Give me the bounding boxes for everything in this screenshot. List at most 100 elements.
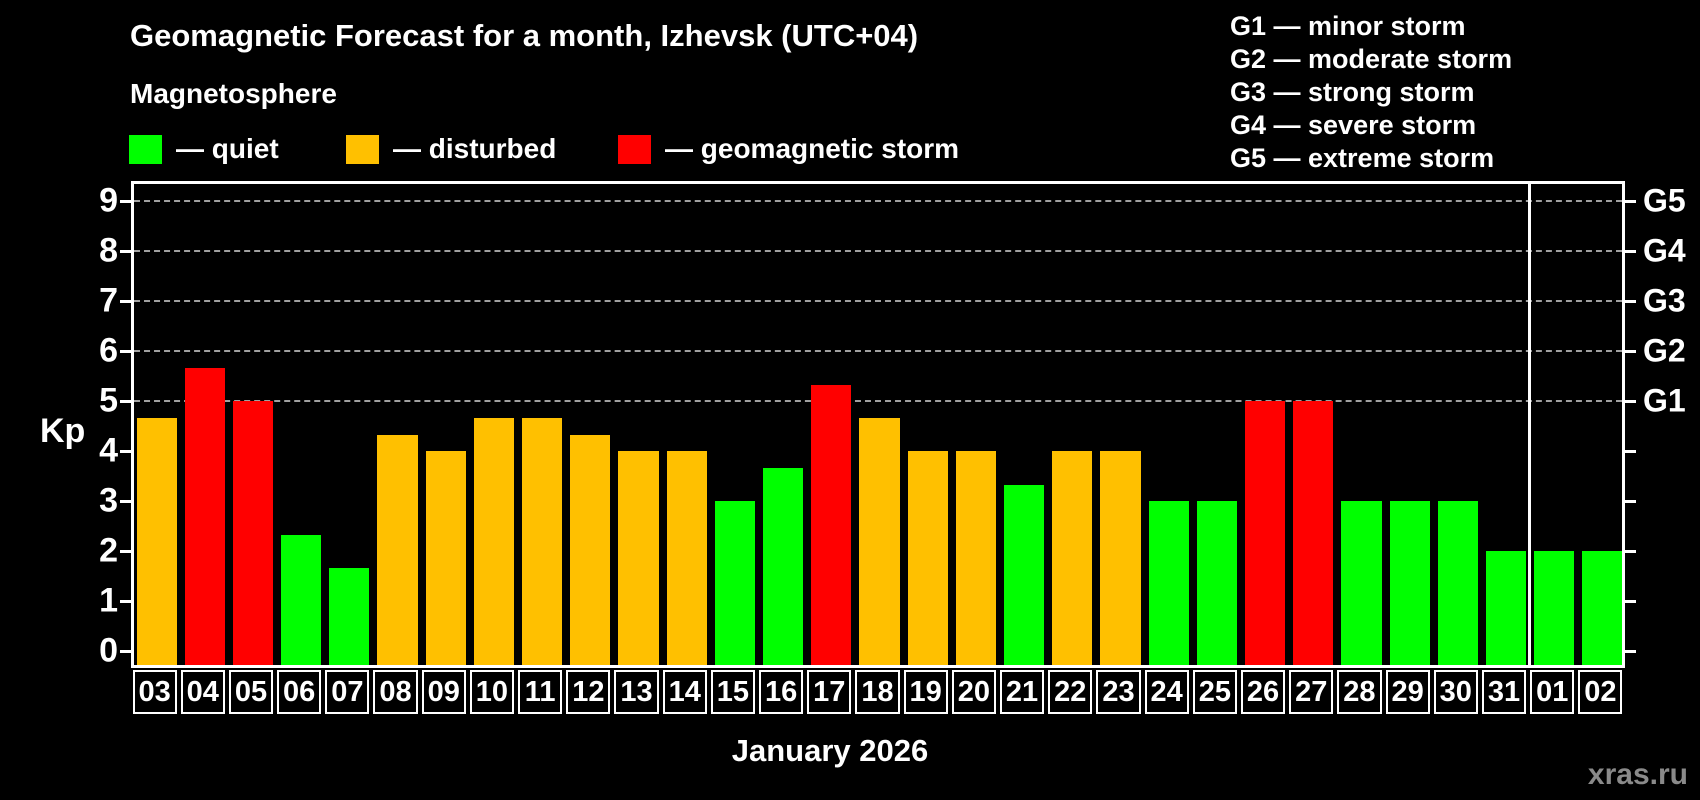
day-label-14: 14 — [662, 670, 707, 714]
legend-item-storm: — geomagnetic storm — [618, 133, 959, 165]
tick-right-kp-2 — [1625, 550, 1636, 553]
tick-right-kp-1 — [1625, 600, 1636, 603]
day-label-27: 27 — [1289, 670, 1334, 714]
watermark: xras.ru — [1587, 758, 1688, 791]
day-label-08: 08 — [373, 670, 418, 714]
bar-day-26 — [1244, 401, 1286, 665]
day-label-19: 19 — [903, 670, 948, 714]
tick-right-kp-6 — [1625, 350, 1636, 353]
tick-left-kp-3 — [120, 500, 131, 503]
tick-left-kp-9 — [120, 200, 131, 203]
right-axis-label-g4: G4 — [1643, 232, 1686, 269]
day-label-11: 11 — [518, 670, 563, 714]
tick-left-kp-1 — [120, 600, 131, 603]
right-axis-label-g2: G2 — [1643, 332, 1686, 369]
right-axis-label-g3: G3 — [1643, 282, 1686, 319]
bar-day-27 — [1293, 401, 1334, 665]
day-label-06: 06 — [277, 670, 322, 714]
bar-day-24 — [1148, 501, 1189, 665]
y-axis-label-4: 4 — [99, 431, 118, 470]
gridline-kp-6 — [134, 350, 1622, 352]
bar-day-04 — [184, 367, 225, 665]
day-label-18: 18 — [855, 670, 900, 714]
legend-item-disturbed: — disturbed — [346, 133, 556, 165]
day-label-22: 22 — [1048, 670, 1093, 714]
month-boundary-line — [1527, 184, 1531, 665]
bar-day-29 — [1389, 501, 1430, 665]
tick-right-kp-9 — [1625, 200, 1636, 203]
gridline-kp-7 — [134, 300, 1622, 302]
bar-day-25 — [1196, 501, 1237, 665]
chart-title: Geomagnetic Forecast for a month, Izhevs… — [130, 18, 919, 53]
day-label-03: 03 — [132, 670, 177, 714]
plot-area — [120, 181, 1636, 668]
right-axis-label-g5: G5 — [1643, 182, 1686, 219]
y-axis-label-5: 5 — [99, 381, 118, 420]
day-label-02: 02 — [1578, 670, 1623, 714]
y-axis-title: Kp — [40, 412, 86, 450]
g-scale-legend-line-3: G3 — strong storm — [1230, 77, 1475, 107]
day-label-31: 31 — [1481, 670, 1527, 714]
chart-subtitle: Magnetosphere — [130, 78, 337, 109]
bar-day-10 — [473, 417, 515, 665]
day-label-17: 17 — [807, 670, 852, 714]
day-label-05: 05 — [228, 670, 274, 714]
day-label-30: 30 — [1433, 670, 1478, 714]
bar-day-11 — [522, 417, 563, 665]
day-label-28: 28 — [1337, 670, 1382, 714]
y-axis-label-0: 0 — [99, 631, 118, 670]
y-axis-label-3: 3 — [99, 481, 118, 520]
right-axis-label-g1: G1 — [1643, 382, 1686, 419]
bar-day-01 — [1534, 551, 1575, 665]
day-label-10: 10 — [469, 670, 515, 714]
y-axis-label-7: 7 — [99, 281, 118, 320]
legend-label-quiet: — quiet — [176, 133, 279, 164]
day-label-12: 12 — [566, 670, 611, 714]
bar-day-15 — [714, 501, 755, 665]
bar-day-22 — [1052, 451, 1093, 665]
day-label-21: 21 — [999, 670, 1045, 714]
tick-right-kp-0 — [1625, 650, 1636, 653]
g-scale-legend: G1 — minor storm G2 — moderate storm G3 — … — [1230, 10, 1512, 175]
day-label-13: 13 — [614, 670, 659, 714]
bar-day-17 — [811, 384, 852, 665]
bar-day-18 — [859, 417, 900, 665]
day-label-23: 23 — [1096, 670, 1141, 714]
tick-left-kp-8 — [120, 250, 131, 253]
bar-day-08 — [377, 434, 418, 665]
gridline-kp-5 — [134, 400, 1622, 402]
bar-day-05 — [232, 401, 274, 665]
legend-label-disturbed: — disturbed — [393, 133, 557, 164]
day-label-16: 16 — [759, 670, 804, 714]
gridline-kp-8 — [134, 250, 1622, 252]
tick-left-kp-7 — [120, 300, 131, 303]
bar-day-07 — [329, 567, 370, 665]
bar-day-03 — [136, 417, 177, 665]
tick-right-kp-7 — [1625, 300, 1636, 303]
tick-right-kp-4 — [1625, 450, 1636, 453]
y-axis-label-2: 2 — [99, 531, 118, 570]
disturbed-color-swatch — [346, 134, 379, 164]
bar-day-12 — [570, 434, 611, 665]
tick-right-kp-5 — [1625, 400, 1636, 403]
gridline-kp-9 — [134, 200, 1622, 202]
bar-day-14 — [666, 451, 707, 665]
x-axis-day-labels: 03 04 05 06 07 08 09 10 11 12 13 14 15 16 17 18 19 20 21 22… — [131, 670, 1625, 716]
bar-day-16 — [763, 467, 804, 665]
bar-day-20 — [955, 451, 996, 665]
y-axis-label-6: 6 — [99, 331, 118, 370]
tick-left-kp-6 — [120, 350, 131, 353]
tick-right-kp-3 — [1625, 500, 1636, 503]
g-scale-legend-line-1: G1 — minor storm — [1230, 11, 1466, 41]
bar-day-30 — [1437, 501, 1478, 665]
tick-left-kp-2 — [120, 550, 131, 553]
bar-day-21 — [1003, 484, 1045, 665]
day-label-15: 15 — [710, 670, 755, 714]
y-axis-label-1: 1 — [99, 581, 118, 620]
day-label-29: 29 — [1385, 670, 1430, 714]
bar-day-23 — [1100, 451, 1141, 665]
g-scale-legend-line-4: G4 — severe storm — [1230, 110, 1477, 140]
legend-label-storm: — geomagnetic storm — [665, 133, 960, 164]
y-axis-label-8: 8 — [99, 231, 118, 270]
y-axis-label-9: 9 — [99, 181, 118, 220]
